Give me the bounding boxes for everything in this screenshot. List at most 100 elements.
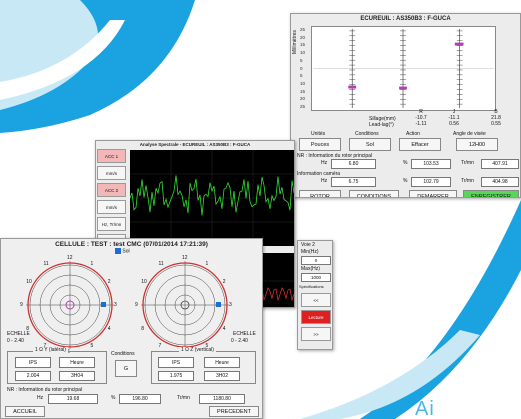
enregistrer-button[interactable]: ENREGISTRER bbox=[463, 190, 519, 197]
y-tick-label: 0 bbox=[300, 65, 303, 71]
vertical-marker bbox=[216, 302, 221, 307]
lat-ips-header: IPS bbox=[15, 357, 51, 368]
hz-label: Hz bbox=[37, 395, 44, 401]
pct-field: 196.80 bbox=[119, 394, 161, 404]
window-title: Analyse Spectrale - ECUREUIL : AS350B3 :… bbox=[139, 142, 251, 147]
echelle-label-left: ECHELLE bbox=[7, 331, 30, 337]
dial-hour-label: 5 bbox=[90, 342, 94, 349]
action-label: Action bbox=[406, 131, 420, 137]
y-tick-label: 25 bbox=[300, 104, 306, 109]
echelle-label-right: ECHELLE bbox=[233, 331, 256, 337]
prev-button[interactable]: << bbox=[301, 293, 331, 307]
y-tick-label: 25 bbox=[300, 27, 306, 32]
vert-ips-header: IPS bbox=[158, 357, 194, 368]
nr-hz-field: 6.80 bbox=[331, 159, 376, 169]
acc2-button[interactable]: ACC 2 bbox=[97, 183, 126, 197]
spec-label: Spécifications bbox=[299, 284, 324, 289]
dial-hour-label: 5 bbox=[205, 342, 209, 349]
window-title: ECUREUIL : AS350B3 : F-GUCA bbox=[360, 16, 451, 22]
dial-hour-label: 10 bbox=[26, 278, 32, 285]
lateral-dial bbox=[26, 261, 114, 349]
column-name: J bbox=[452, 109, 456, 115]
dial-hour-label: 2 bbox=[222, 278, 226, 285]
leadlag-label: Lead-lag(°) bbox=[369, 122, 394, 128]
y-axis-label: Millimètres bbox=[292, 30, 298, 54]
cam-label: Information caméra bbox=[297, 171, 341, 177]
unit-button[interactable]: mm/s bbox=[97, 200, 126, 214]
unit-button[interactable]: mm/s bbox=[97, 166, 126, 180]
cam-trmn-field: 404.98 bbox=[481, 177, 519, 187]
acc1-button[interactable]: ACC 1 bbox=[97, 149, 126, 163]
max-input[interactable]: 1000 bbox=[301, 273, 331, 282]
tracking-window: ECUREUIL : AS350B3 : F-GUCA Millimètres … bbox=[290, 13, 521, 198]
y-tick-label: 15 bbox=[300, 42, 306, 48]
trmn-field: 1180.80 bbox=[199, 394, 245, 404]
vertical-dial bbox=[141, 261, 229, 349]
marker-r bbox=[348, 85, 357, 89]
dial-hour-label: 1 bbox=[90, 261, 94, 268]
conditions-label: Conditions bbox=[355, 131, 379, 137]
vert-heure-header: Heure bbox=[204, 357, 240, 368]
sillage-label: Sillage(mm) bbox=[369, 116, 396, 122]
cam-trmn-label: Tr/mn bbox=[461, 178, 474, 184]
column-r: R -10.7 -1.11 bbox=[401, 109, 441, 127]
sol-label: Sol bbox=[122, 248, 130, 255]
y-tick-label: 20 bbox=[300, 34, 306, 40]
conditions-button[interactable]: G bbox=[115, 360, 137, 377]
conditions-button[interactable]: CONDITIONS bbox=[349, 190, 399, 197]
sol-checkbox[interactable] bbox=[115, 248, 121, 254]
nr-trmn-label: Tr/mn bbox=[461, 160, 474, 166]
dial-hour-label: 11 bbox=[43, 261, 49, 268]
vertical-label: 1 Ω Z (vertical) bbox=[179, 347, 216, 353]
dial-hour-label: 9 bbox=[135, 302, 138, 308]
demarrer-button[interactable]: DEMARRER bbox=[409, 190, 457, 197]
echelle-value-right: 0 - 2.40 bbox=[231, 338, 248, 344]
cam-pct-field: 102.79 bbox=[411, 177, 451, 187]
min-input[interactable]: 0 bbox=[301, 256, 331, 265]
dial-hour-label: 8 bbox=[26, 325, 30, 332]
dial-hour-label: 10 bbox=[141, 278, 147, 285]
dial-hour-label: 2 bbox=[107, 278, 111, 285]
precedent-button[interactable]: PRECEDENT bbox=[209, 406, 259, 417]
sol-button[interactable]: Sol bbox=[349, 138, 391, 151]
column-name: B bbox=[494, 109, 498, 115]
dial-hour-label: 7 bbox=[43, 342, 47, 349]
next-button[interactable]: >> bbox=[301, 327, 331, 341]
marker-j bbox=[399, 86, 407, 90]
voie-label: Voie 2 bbox=[301, 242, 315, 248]
y-tick-label: 5 bbox=[300, 57, 303, 63]
vert-ips-value: 1.975 bbox=[158, 371, 194, 381]
lat-ips-value: 2.004 bbox=[15, 371, 51, 381]
y-tick-label: 20 bbox=[300, 96, 306, 102]
tracking-plot bbox=[311, 26, 496, 111]
voie-panel: Voie 2 Min(Hz) 0 Max(Hz) 1000 Spécificat… bbox=[297, 240, 333, 350]
dial-hour-label: 9 bbox=[20, 302, 23, 308]
angle-label: Angle de visée bbox=[453, 131, 486, 137]
effacer-button[interactable]: Effacer bbox=[399, 138, 441, 151]
lat-heure-value: 3H04 bbox=[59, 371, 95, 381]
lateral-label: 1 Ω Y (latéral) bbox=[33, 347, 68, 353]
column-name: R bbox=[419, 109, 423, 115]
rotor-button[interactable]: ROTOR bbox=[299, 190, 341, 197]
nr-label: NR : Information du rotor principal bbox=[7, 387, 83, 393]
freq-unit-button[interactable]: Hz, Tr/mn bbox=[97, 217, 126, 231]
nr-pct-field: 103.53 bbox=[411, 159, 451, 169]
min-label: Min(Hz) bbox=[301, 249, 319, 255]
dial-hour-label: 4 bbox=[222, 325, 226, 332]
sillage-value: 21.8 bbox=[491, 115, 501, 121]
cam-hz-field: 6.75 bbox=[331, 177, 376, 187]
dial-hour-label: 6 bbox=[67, 349, 70, 355]
cam-pct-label: % bbox=[403, 178, 408, 184]
dial-hour-label: 11 bbox=[158, 261, 164, 268]
y-tick-label: 5 bbox=[300, 73, 303, 79]
angle-value-button[interactable]: 12H00 bbox=[456, 138, 498, 151]
y-tick-label: 10 bbox=[300, 50, 306, 56]
stop-button[interactable]: Lecture bbox=[301, 310, 331, 324]
accueil-button[interactable]: ACCUEIL bbox=[5, 406, 45, 417]
footer-text: Ai bbox=[415, 398, 435, 419]
pouces-button[interactable]: Pouces bbox=[299, 138, 341, 151]
conditions-label: Conditions bbox=[111, 351, 135, 357]
y-tick-label: 15 bbox=[300, 88, 306, 94]
column-j: J -11.1 0.56 bbox=[434, 109, 474, 127]
